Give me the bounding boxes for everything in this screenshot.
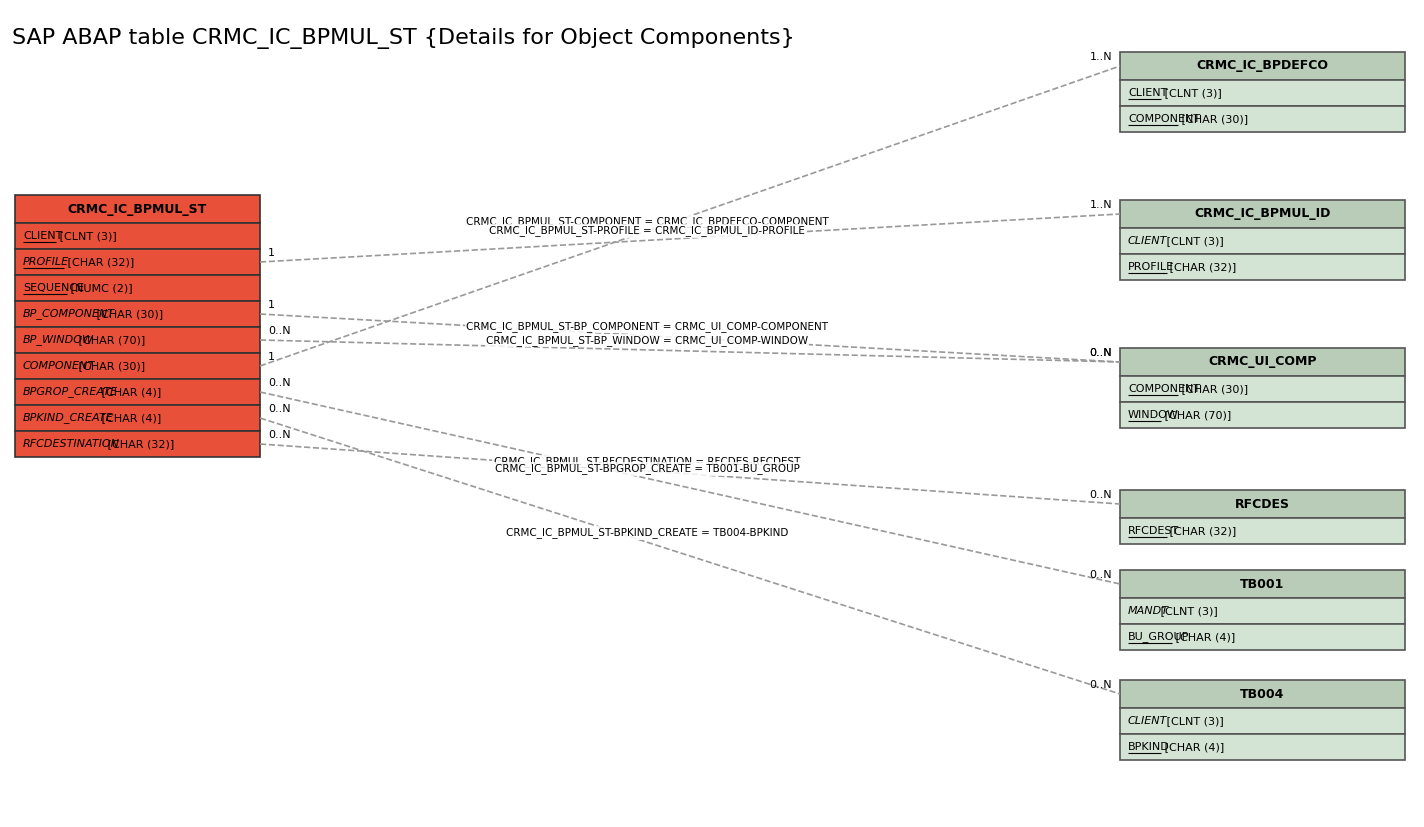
Bar [1121,680,1405,708]
Text: [CHAR (32)]: [CHAR (32)] [1166,262,1237,272]
Text: 1: 1 [268,352,275,362]
Bar [1121,254,1405,280]
Text: BP_COMPONENT: BP_COMPONENT [23,308,115,319]
Text: [CHAR (30)]: [CHAR (30)] [75,361,145,371]
Text: MANDT: MANDT [1128,606,1169,616]
Bar [16,195,261,223]
Bar [16,353,261,379]
Text: 0..N: 0..N [268,326,290,336]
Text: 0..N: 0..N [1089,348,1112,358]
Text: [CLNT (3)]: [CLNT (3)] [56,231,117,241]
Text: 0..N: 0..N [1089,680,1112,690]
Bar [1121,734,1405,760]
Text: CLIENT: CLIENT [23,231,63,241]
Text: [CHAR (30)]: [CHAR (30)] [1178,114,1247,124]
Text: CLIENT: CLIENT [1128,236,1168,246]
Text: 1: 1 [268,300,275,310]
Text: BU_GROUP: BU_GROUP [1128,632,1189,643]
Text: TB001: TB001 [1240,577,1284,590]
Text: CRMC_IC_BPMUL_ST-BP_COMPONENT = CRMC_UI_COMP-COMPONENT: CRMC_IC_BPMUL_ST-BP_COMPONENT = CRMC_UI_… [466,321,827,332]
Text: 0..N: 0..N [268,378,290,388]
Bar [16,379,261,405]
Text: [CHAR (4)]: [CHAR (4)] [98,387,162,397]
Text: CRMC_IC_BPMUL_ID: CRMC_IC_BPMUL_ID [1195,208,1330,221]
Text: [CHAR (30)]: [CHAR (30)] [1178,384,1247,394]
Text: COMPONENT: COMPONENT [23,361,95,371]
Text: CLIENT: CLIENT [1128,716,1168,726]
Text: CRMC_UI_COMP: CRMC_UI_COMP [1208,356,1317,369]
Text: 1..N: 1..N [1089,52,1112,62]
Text: [CLNT (3)]: [CLNT (3)] [1161,88,1222,98]
Text: BPKIND: BPKIND [1128,742,1169,752]
Text: [CLNT (3)]: [CLNT (3)] [1156,606,1218,616]
Text: [CHAR (4)]: [CHAR (4)] [1161,742,1225,752]
Bar [1121,708,1405,734]
Text: BPGROP_CREATE: BPGROP_CREATE [23,386,118,398]
Bar [16,223,261,249]
Text: [CHAR (32)]: [CHAR (32)] [1166,526,1237,536]
Text: TB004: TB004 [1240,687,1284,700]
Text: CRMC_IC_BPMUL_ST-PROFILE = CRMC_IC_BPMUL_ID-PROFILE: CRMC_IC_BPMUL_ST-PROFILE = CRMC_IC_BPMUL… [488,226,805,237]
Bar [16,275,261,301]
Text: RFCDEST: RFCDEST [1128,526,1179,536]
Bar [16,249,261,275]
Text: BP_WINDOW: BP_WINDOW [23,335,94,346]
Text: CRMC_IC_BPMUL_ST-RFCDESTINATION = RFCDES-RFCDEST: CRMC_IC_BPMUL_ST-RFCDESTINATION = RFCDES… [494,457,800,467]
Text: [CHAR (30)]: [CHAR (30)] [93,309,162,319]
Bar [1121,200,1405,228]
Text: BPKIND_CREATE: BPKIND_CREATE [23,413,114,423]
Text: CRMC_IC_BPMUL_ST: CRMC_IC_BPMUL_ST [68,203,206,216]
Text: SEQUENCE: SEQUENCE [23,283,84,293]
Text: 0..N: 0..N [268,430,290,440]
Text: [CLNT (3)]: [CLNT (3)] [1163,716,1223,726]
Text: CLIENT: CLIENT [1128,88,1168,98]
Bar [16,405,261,431]
Bar [16,301,261,327]
Text: 0..N: 0..N [268,404,290,414]
Bar [1121,376,1405,402]
Bar [16,327,261,353]
Bar [1121,490,1405,518]
Text: 0..N: 0..N [1089,570,1112,580]
Text: CRMC_IC_BPMUL_ST-BPGROP_CREATE = TB001-BU_GROUP: CRMC_IC_BPMUL_ST-BPGROP_CREATE = TB001-B… [494,463,799,475]
Text: 1: 1 [268,248,275,258]
Text: 1..N: 1..N [1089,200,1112,210]
Text: CRMC_IC_BPMUL_ST-COMPONENT = CRMC_IC_BPDEFCO-COMPONENT: CRMC_IC_BPMUL_ST-COMPONENT = CRMC_IC_BPD… [466,216,829,227]
Text: [CHAR (70)]: [CHAR (70)] [75,335,145,345]
Text: WINDOW: WINDOW [1128,410,1179,420]
Text: CRMC_IC_BPMUL_ST-BP_WINDOW = CRMC_UI_COMP-WINDOW: CRMC_IC_BPMUL_ST-BP_WINDOW = CRMC_UI_COM… [486,335,807,346]
Text: [CHAR (70)]: [CHAR (70)] [1161,410,1232,420]
Bar [1121,570,1405,598]
Text: CRMC_IC_BPDEFCO: CRMC_IC_BPDEFCO [1196,60,1329,73]
Bar [1121,598,1405,624]
Text: COMPONENT: COMPONENT [1128,384,1200,394]
Text: [CHAR (32)]: [CHAR (32)] [64,257,134,267]
Text: COMPONENT: COMPONENT [1128,114,1200,124]
Bar [16,431,261,457]
Bar [1121,52,1405,80]
Bar [1121,80,1405,106]
Text: [CHAR (4)]: [CHAR (4)] [98,413,162,423]
Text: RFCDESTINATION: RFCDESTINATION [23,439,120,449]
Text: PROFILE: PROFILE [23,257,70,267]
Bar [1121,402,1405,428]
Text: [CHAR (32)]: [CHAR (32)] [104,439,175,449]
Bar [1121,348,1405,376]
Bar [1121,228,1405,254]
Text: SAP ABAP table CRMC_IC_BPMUL_ST {Details for Object Components}: SAP ABAP table CRMC_IC_BPMUL_ST {Details… [11,28,795,49]
Text: [NUMC (2)]: [NUMC (2)] [67,283,132,293]
Bar [1121,624,1405,650]
Bar [1121,518,1405,544]
Text: 0..N: 0..N [1089,490,1112,500]
Bar [1121,106,1405,132]
Text: PROFILE: PROFILE [1128,262,1175,272]
Text: RFCDES: RFCDES [1235,498,1290,510]
Text: [CHAR (4)]: [CHAR (4)] [1172,632,1235,642]
Text: 0..N: 0..N [1089,348,1112,358]
Text: [CLNT (3)]: [CLNT (3)] [1163,236,1223,246]
Text: CRMC_IC_BPMUL_ST-BPKIND_CREATE = TB004-BPKIND: CRMC_IC_BPMUL_ST-BPKIND_CREATE = TB004-B… [506,528,789,538]
